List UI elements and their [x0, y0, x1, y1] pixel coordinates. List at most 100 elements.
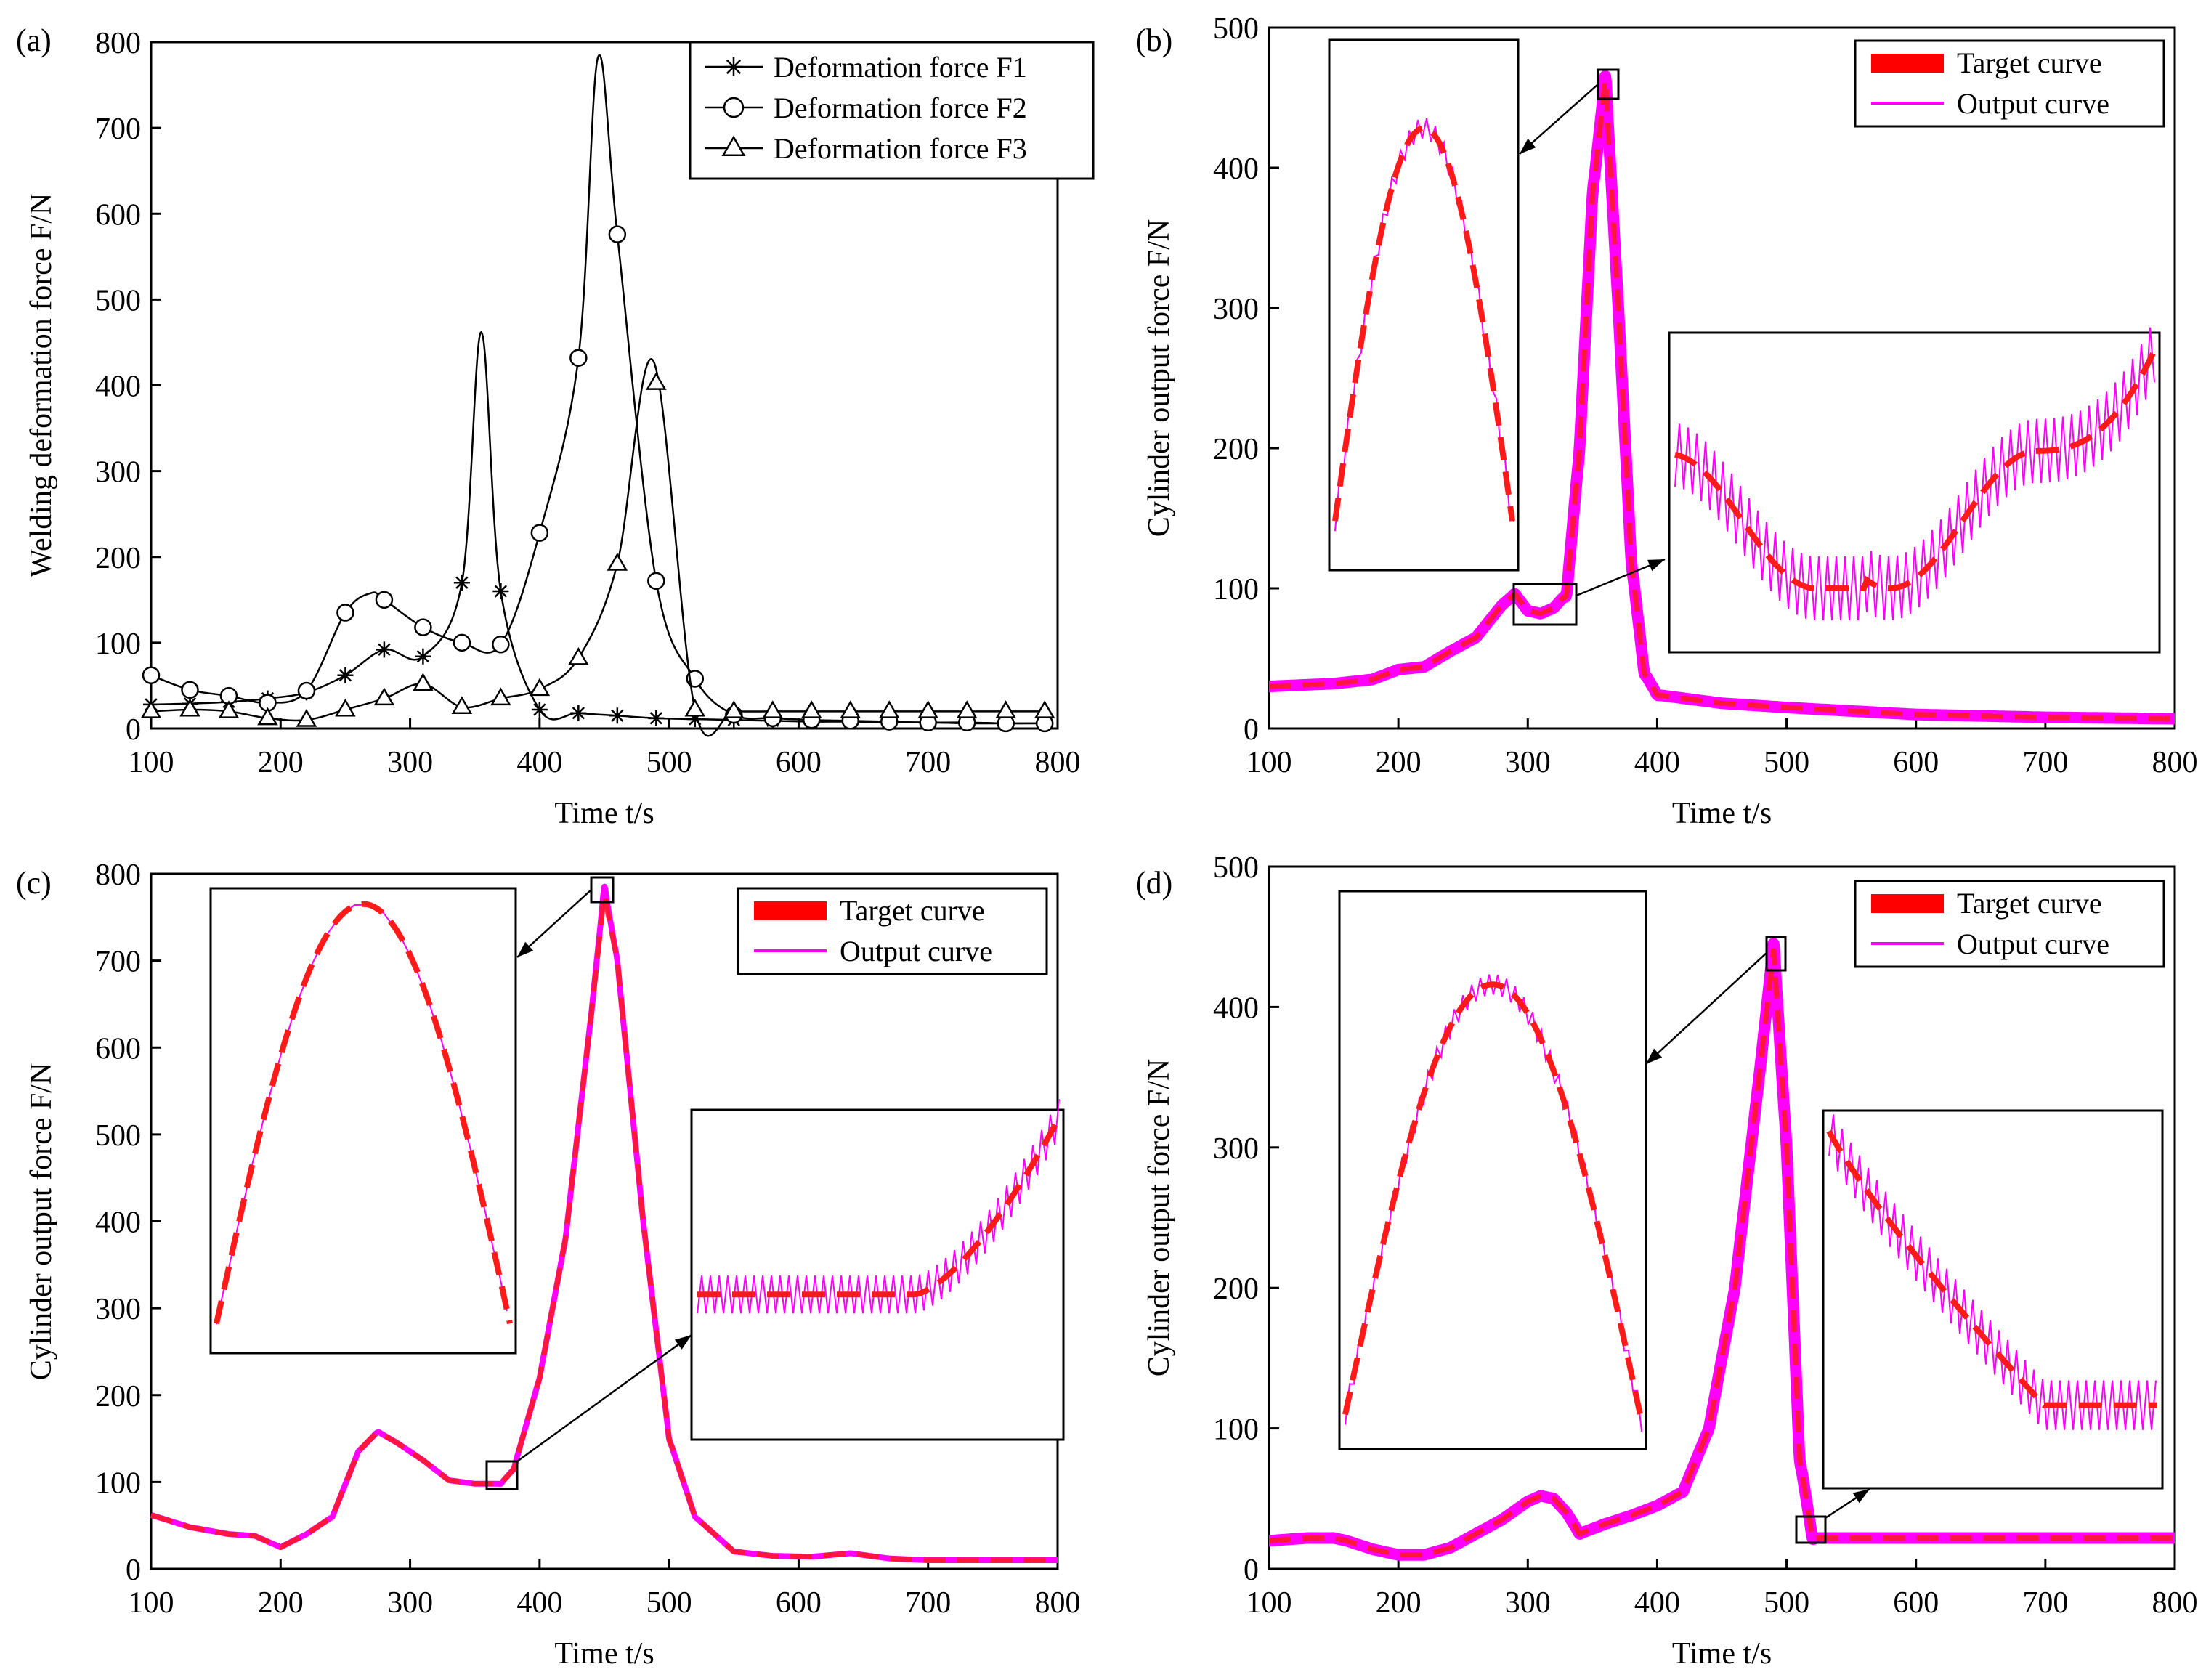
y-tick-label: 500: [95, 284, 141, 317]
y-tick-label: 300: [95, 456, 141, 490]
y-tick-label: 100: [95, 1466, 141, 1500]
triangle-marker: [723, 700, 745, 718]
star-marker: [686, 711, 703, 728]
zoom-source-box: [485, 1460, 519, 1490]
inset-target-curve: [1332, 125, 1515, 522]
y-tick-label: 500: [1213, 12, 1259, 46]
triangle-marker: [917, 700, 938, 718]
x-tick-label: 500: [646, 1586, 692, 1620]
triangle-marker: [646, 372, 667, 390]
y-tick-label: 700: [95, 946, 141, 979]
zoom-inset-box: [1822, 1109, 2164, 1490]
circle-marker: [530, 524, 549, 542]
x-tick-label: 300: [1505, 1586, 1551, 1620]
zoom-arrow-line: [1519, 84, 1599, 155]
x-tick-label: 400: [516, 1586, 562, 1620]
y-tick-label: 200: [95, 542, 141, 575]
star-marker: [337, 667, 354, 683]
circle-marker: [375, 591, 394, 609]
plot-frame: [1268, 26, 2176, 730]
legend-swatch-target: [1871, 894, 1944, 913]
circle-marker: [297, 681, 316, 700]
y-tick-label: 0: [126, 713, 141, 747]
zoom-arrow-line: [516, 889, 592, 958]
legend-entry: Deformation force F2: [774, 92, 1027, 124]
x-tick-label: 700: [905, 746, 951, 779]
legend-entry-target: Target curve: [1957, 887, 2102, 920]
zoom-arrow-head: [1520, 138, 1536, 154]
star-marker: [570, 705, 587, 721]
target-curve: [1268, 948, 2175, 1558]
triangle-marker: [878, 700, 900, 718]
triangle-marker: [451, 696, 473, 714]
legend-entry-output: Output curve: [1957, 87, 2109, 120]
zoom-source-box: [1512, 583, 1578, 626]
panel-label: (a): [16, 23, 52, 58]
legend-entry-output: Output curve: [1957, 928, 2109, 960]
circle-marker: [608, 225, 627, 243]
legend-swatch-target: [1871, 54, 1944, 73]
star-marker: [376, 641, 392, 658]
x-tick-label: 200: [1376, 746, 1422, 779]
zoom-inset-box: [1668, 331, 2161, 654]
triangle-marker: [257, 707, 278, 726]
triangle-marker: [490, 687, 511, 706]
y-tick-label: 300: [95, 1293, 141, 1326]
triangle-marker: [373, 687, 395, 706]
x-tick-label: 200: [258, 1586, 304, 1620]
y-tick-label: 500: [1213, 851, 1259, 885]
circle-marker: [414, 618, 432, 636]
x-tick-label: 700: [905, 1586, 951, 1620]
x-axis-label: Time t/s: [554, 1637, 654, 1671]
x-tick-label: 600: [1893, 1586, 1939, 1620]
circle-marker: [569, 349, 588, 367]
legend-entry: Deformation force F3: [774, 132, 1027, 165]
y-tick-label: 300: [1213, 1132, 1259, 1166]
zoom-arrow-head: [674, 1335, 692, 1350]
star-marker: [492, 583, 509, 599]
y-tick-label: 0: [126, 1554, 141, 1587]
legend-entry: Deformation force F1: [774, 51, 1027, 84]
y-tick-label: 0: [1244, 1554, 1259, 1587]
x-axis-label: Time t/s: [1672, 1637, 1772, 1671]
y-tick-label: 800: [95, 859, 141, 892]
circle-marker: [453, 633, 471, 652]
y-tick-label: 100: [95, 628, 141, 661]
triangle-marker: [762, 700, 784, 718]
x-tick-label: 600: [776, 746, 822, 779]
y-tick-label: 400: [95, 370, 141, 404]
zoom-arrow-head: [1647, 559, 1665, 572]
x-tick-label: 500: [1764, 746, 1809, 779]
star-marker: [415, 648, 431, 665]
series-line-f1: [150, 331, 1045, 725]
circle-marker: [336, 604, 354, 622]
target-curve: [1268, 78, 2175, 721]
legend-entry-output: Output curve: [840, 935, 992, 967]
x-tick-label: 600: [776, 1586, 822, 1620]
triangle-marker: [840, 700, 861, 718]
y-tick-label: 400: [1213, 991, 1259, 1025]
y-tick-label: 200: [1213, 1273, 1259, 1306]
y-tick-label: 400: [95, 1206, 141, 1240]
x-tick-label: 800: [1035, 1586, 1081, 1620]
zoom-arrow-line: [1645, 952, 1767, 1065]
inset-target-curve: [1674, 349, 2157, 592]
chart-panel-4: (d)100 200 300 400 500 600 700 8000100200300400…: [1135, 851, 2198, 1671]
star-marker: [531, 702, 548, 718]
triangle-marker: [995, 700, 1016, 718]
x-tick-label: 100: [1246, 1586, 1292, 1620]
triangle-marker: [800, 700, 822, 718]
zoom-arrow-head: [1852, 1489, 1870, 1504]
star-marker: [648, 710, 665, 726]
y-tick-label: 300: [1213, 293, 1259, 326]
triangle-marker: [956, 700, 978, 718]
circle-marker: [181, 681, 199, 699]
x-tick-label: 800: [1035, 746, 1081, 779]
y-tick-label: 100: [1213, 573, 1259, 606]
inset-target-curve: [214, 901, 513, 1325]
zoom-arrow-head: [1646, 1048, 1663, 1064]
y-tick-label: 600: [95, 1032, 141, 1066]
y-axis-label: Welding deformation force F/N: [25, 193, 58, 578]
inset-target-curve: [697, 1119, 1061, 1298]
